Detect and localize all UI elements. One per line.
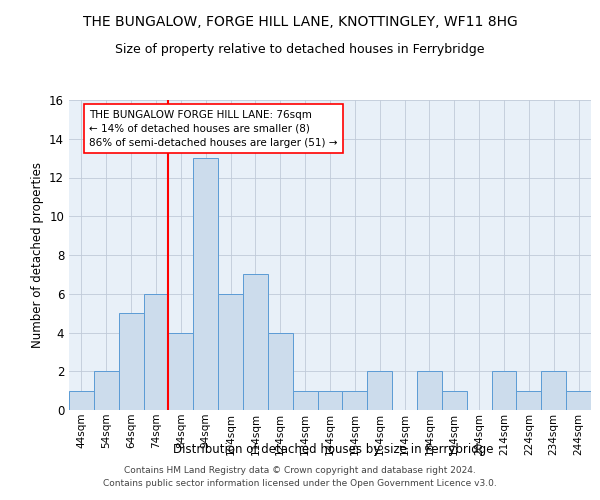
Bar	[517, 390, 541, 410]
Bar	[268, 332, 293, 410]
Bar	[169, 332, 193, 410]
Bar	[218, 294, 243, 410]
Bar	[343, 390, 367, 410]
Text: Distribution of detached houses by size in Ferrybridge: Distribution of detached houses by size …	[173, 442, 493, 456]
Bar	[367, 371, 392, 410]
Y-axis label: Number of detached properties: Number of detached properties	[31, 162, 44, 348]
Bar	[442, 390, 467, 410]
Bar	[541, 371, 566, 410]
Bar	[143, 294, 169, 410]
Bar	[119, 313, 143, 410]
Bar	[566, 390, 591, 410]
Bar	[491, 371, 517, 410]
Text: Contains HM Land Registry data © Crown copyright and database right 2024.
Contai: Contains HM Land Registry data © Crown c…	[103, 466, 497, 487]
Bar	[69, 390, 94, 410]
Bar	[293, 390, 317, 410]
Text: THE BUNGALOW FORGE HILL LANE: 76sqm
← 14% of detached houses are smaller (8)
86%: THE BUNGALOW FORGE HILL LANE: 76sqm ← 14…	[89, 110, 337, 148]
Text: THE BUNGALOW, FORGE HILL LANE, KNOTTINGLEY, WF11 8HG: THE BUNGALOW, FORGE HILL LANE, KNOTTINGL…	[83, 15, 517, 29]
Bar	[417, 371, 442, 410]
Text: Size of property relative to detached houses in Ferrybridge: Size of property relative to detached ho…	[115, 42, 485, 56]
Bar	[94, 371, 119, 410]
Bar	[193, 158, 218, 410]
Bar	[243, 274, 268, 410]
Bar	[317, 390, 343, 410]
